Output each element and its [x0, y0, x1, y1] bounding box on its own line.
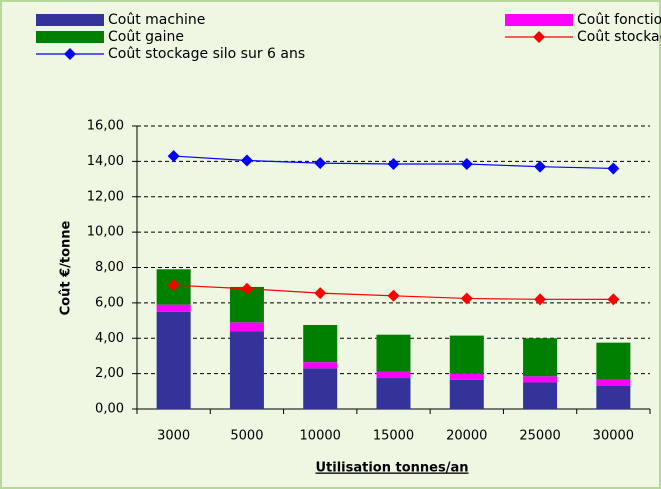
- x-tick-label: 25000: [519, 429, 560, 444]
- bar: [303, 362, 338, 369]
- x-axis-label: Utilisation tonnes/an: [315, 461, 468, 476]
- bar: [156, 304, 191, 312]
- marker: [607, 293, 620, 306]
- x-tick-label: 5000: [230, 429, 263, 444]
- bar: [376, 378, 411, 409]
- bar: [303, 324, 338, 363]
- bar: [376, 371, 411, 379]
- legend-marker: [64, 48, 76, 60]
- x-tick-label: 10000: [300, 429, 341, 444]
- x-tick-label: 3000: [157, 429, 190, 444]
- y-tick-label: 8,00: [95, 260, 124, 275]
- bar: [449, 373, 484, 380]
- bar: [449, 335, 484, 374]
- bar: [376, 334, 411, 372]
- legend-label: Coût fonctionnement: [577, 12, 661, 28]
- y-axis-label: Coût €/tonne: [59, 220, 74, 315]
- marker: [167, 150, 180, 163]
- bar: [523, 338, 558, 377]
- legend-swatch: [36, 14, 104, 26]
- x-tick-label: 30000: [593, 429, 634, 444]
- y-tick-label: 2,00: [95, 366, 124, 381]
- bar: [523, 382, 558, 409]
- x-tick-label: 20000: [446, 429, 487, 444]
- marker: [314, 157, 327, 170]
- x-tick-label: 15000: [373, 429, 414, 444]
- legend-label: Coût machine: [108, 12, 205, 28]
- marker: [240, 282, 253, 295]
- y-tick-label: 10,00: [87, 225, 124, 240]
- marker: [387, 289, 400, 302]
- marker: [607, 162, 620, 175]
- marker: [460, 158, 473, 171]
- bar: [229, 322, 264, 332]
- marker: [387, 158, 400, 171]
- bar: [596, 386, 631, 409]
- legend-label: Coût stockage silo sur 6 ans: [108, 46, 305, 62]
- y-tick-label: 12,00: [87, 189, 124, 204]
- marker: [314, 287, 327, 300]
- bar: [596, 379, 631, 387]
- legend-marker: [533, 31, 545, 43]
- y-tick-label: 6,00: [95, 295, 124, 310]
- y-tick-label: 14,00: [87, 154, 124, 169]
- bar: [449, 379, 484, 409]
- bar: [156, 311, 191, 409]
- marker: [534, 160, 547, 173]
- marker: [167, 279, 180, 292]
- marker: [460, 292, 473, 305]
- y-tick-label: 0,00: [95, 402, 124, 417]
- legend-label: Coût gaine: [108, 29, 184, 45]
- marker: [240, 154, 253, 167]
- y-tick-label: 4,00: [95, 331, 124, 346]
- legend-swatch: [505, 14, 573, 26]
- y-tick-label: 16,00: [87, 119, 124, 134]
- marker: [534, 293, 547, 306]
- legend-label: Coût stockage silo sur 25 ans: [577, 29, 661, 45]
- bar: [596, 342, 631, 380]
- bar: [229, 331, 264, 409]
- bar: [523, 376, 558, 383]
- bar: [303, 368, 338, 409]
- legend-swatch: [36, 31, 104, 43]
